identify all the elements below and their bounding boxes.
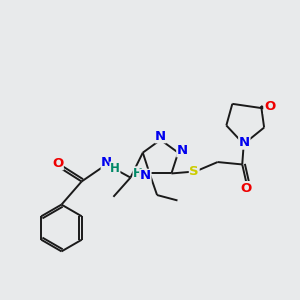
Text: N: N — [140, 169, 151, 182]
Text: H: H — [110, 162, 120, 175]
Text: S: S — [189, 165, 199, 178]
Text: H: H — [133, 167, 143, 180]
Text: O: O — [52, 157, 63, 170]
Text: N: N — [155, 130, 166, 143]
Text: O: O — [241, 182, 252, 195]
Text: N: N — [101, 156, 112, 170]
Text: N: N — [177, 144, 188, 157]
Text: N: N — [239, 136, 250, 149]
Text: O: O — [264, 100, 275, 113]
